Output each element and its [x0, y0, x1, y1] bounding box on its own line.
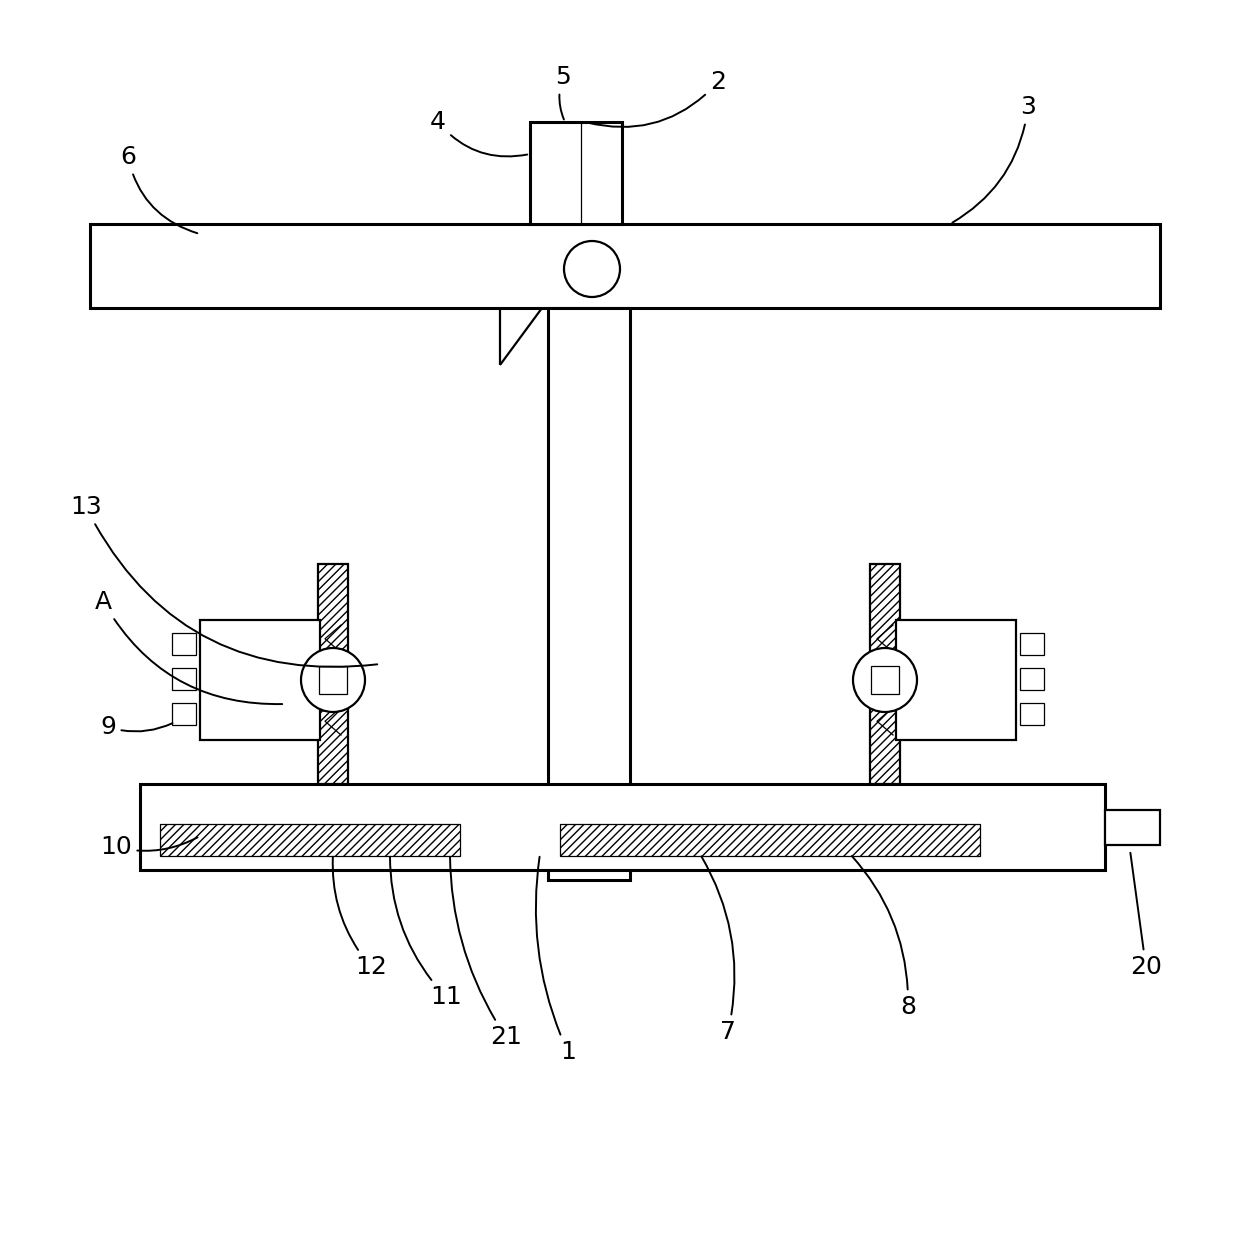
- Text: 8: 8: [852, 856, 916, 1019]
- Text: 21: 21: [450, 857, 522, 1049]
- Bar: [319, 666, 347, 694]
- Text: 6: 6: [120, 146, 197, 233]
- Circle shape: [564, 241, 620, 297]
- Text: 12: 12: [332, 857, 387, 979]
- Circle shape: [301, 648, 365, 712]
- Text: 1: 1: [536, 857, 575, 1064]
- Bar: [140, 784, 1105, 870]
- Text: 9: 9: [100, 715, 172, 739]
- Bar: [172, 668, 196, 690]
- Bar: [1105, 810, 1159, 845]
- Bar: [548, 309, 630, 880]
- Bar: [529, 122, 622, 224]
- Bar: [1021, 703, 1044, 725]
- Bar: [870, 666, 899, 694]
- Text: 11: 11: [391, 857, 461, 1009]
- Bar: [897, 620, 1016, 740]
- Bar: [200, 620, 320, 740]
- Text: 7: 7: [702, 856, 735, 1044]
- Bar: [160, 824, 460, 856]
- Text: 2: 2: [588, 70, 725, 127]
- Circle shape: [853, 648, 918, 712]
- Text: A: A: [95, 590, 283, 704]
- Text: 3: 3: [952, 95, 1035, 223]
- Text: 10: 10: [100, 835, 197, 860]
- Text: 13: 13: [69, 495, 377, 667]
- Text: 5: 5: [556, 65, 570, 119]
- Bar: [172, 633, 196, 656]
- Bar: [317, 564, 348, 784]
- Bar: [560, 824, 980, 856]
- Bar: [1021, 668, 1044, 690]
- Text: 20: 20: [1130, 852, 1162, 979]
- Bar: [91, 224, 1159, 309]
- Bar: [172, 703, 196, 725]
- Text: 4: 4: [430, 109, 527, 157]
- Bar: [1021, 633, 1044, 656]
- Bar: [870, 564, 900, 784]
